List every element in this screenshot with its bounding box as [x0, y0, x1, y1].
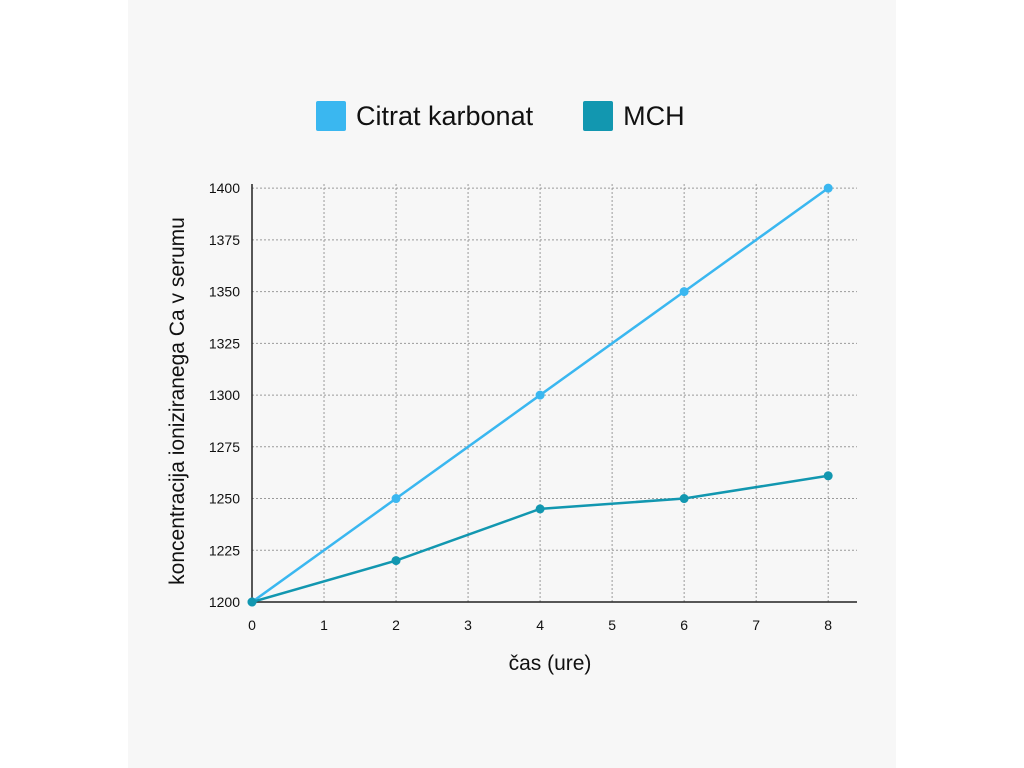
x-tick-label-6: 6: [680, 617, 688, 633]
legend-swatch-citrat-karbonat: [316, 101, 346, 131]
y-tick-label-1350: 1350: [209, 284, 240, 300]
legend-label-mch: MCH: [623, 100, 685, 131]
y-tick-label-1250: 1250: [209, 491, 240, 507]
x-tick-label-0: 0: [248, 617, 256, 633]
y-tick-label-1200: 1200: [209, 594, 240, 610]
data-point-citrat-karbonat-4: [823, 183, 833, 193]
data-point-citrat-karbonat-2: [535, 390, 545, 400]
y-tick-label-1275: 1275: [209, 439, 240, 455]
data-point-mch-1: [391, 556, 401, 566]
data-point-citrat-karbonat-1: [391, 494, 401, 504]
legend-item-mch: MCH: [583, 101, 685, 132]
x-axis-label: čas (ure): [508, 652, 592, 675]
x-tick-label-4: 4: [536, 617, 544, 633]
y-tick-label-1325: 1325: [209, 335, 240, 351]
x-tick-label-2: 2: [392, 617, 400, 633]
data-point-mch-0: [247, 597, 257, 607]
x-tick-label-7: 7: [752, 617, 760, 633]
x-tick-label-3: 3: [464, 617, 472, 633]
data-point-mch-2: [535, 504, 545, 514]
legend: Citrat karbonat MCH: [316, 98, 685, 134]
y-tick-label-1300: 1300: [209, 387, 240, 403]
y-tick-label-1225: 1225: [209, 542, 240, 558]
legend-item-citrat-karbonat: Citrat karbonat: [316, 101, 533, 132]
data-point-citrat-karbonat-3: [679, 287, 689, 297]
x-tick-label-1: 1: [320, 617, 328, 633]
legend-label-citrat-karbonat: Citrat karbonat: [356, 100, 534, 131]
y-tick-label-1400: 1400: [209, 180, 240, 196]
x-tick-label-8: 8: [824, 617, 832, 633]
chart-panel: [128, 0, 896, 768]
legend-swatch-mch: [583, 101, 614, 131]
data-point-mch-4: [823, 471, 833, 481]
y-tick-label-1375: 1375: [209, 232, 240, 248]
x-tick-label-5: 5: [608, 617, 616, 633]
data-point-mch-3: [679, 494, 689, 504]
